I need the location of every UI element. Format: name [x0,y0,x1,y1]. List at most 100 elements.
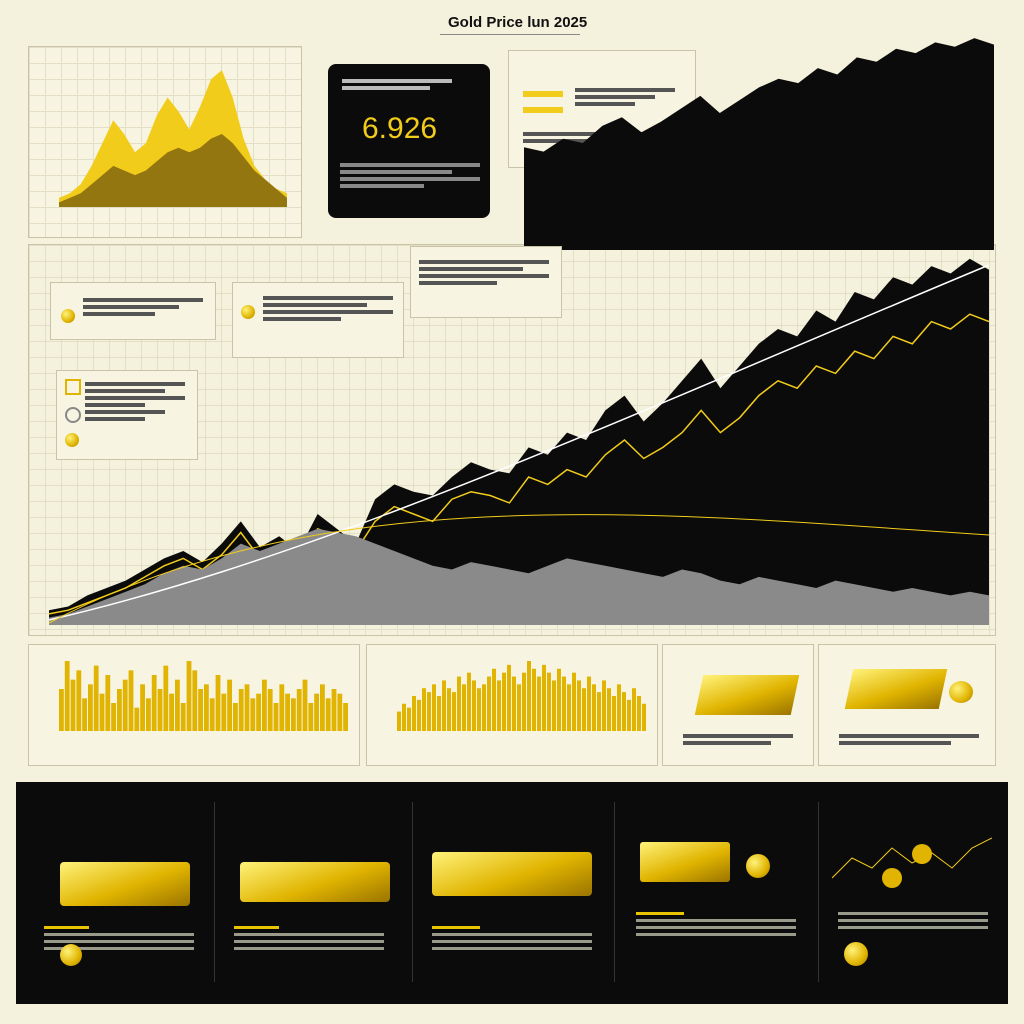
price-card-body-text [340,160,480,191]
bar-panel-mid [366,644,658,766]
dark-col-3-text [432,922,592,954]
bar-left-bar [186,661,192,731]
bar-left-bar [273,703,279,731]
bar-mid-bar [427,692,431,731]
gold-bar-panel-1 [662,644,814,766]
bar-mid-bar [597,692,601,731]
gold-bar-panel-2-text [839,731,979,748]
bar-mid-bar [442,680,446,731]
mini-area-chart [59,70,287,207]
bar-left-bar [93,665,99,731]
bar-mid-bar [402,703,406,731]
bar-left-bar [134,707,140,731]
bar-left-bar [308,703,314,731]
bar-left-bar [256,693,261,731]
bar-left-bar [111,703,116,731]
bar-mid-bar [562,676,566,731]
price-card: 6.926 [328,64,490,218]
main-chart-peaks [524,38,994,250]
info-text [575,85,675,109]
bar-mid-bar [502,672,506,731]
trend-line-white [48,264,990,621]
divider [214,802,215,982]
bar-left-bar [157,689,163,731]
gold-coin-icon [61,309,75,323]
trend-line-gold [48,514,990,624]
bar-mid-bar [612,696,616,731]
bar-mid-bar [552,680,556,731]
price-value: 6.926 [362,112,438,145]
bar-mid-bar [452,692,456,731]
info-yellow-bar-2 [523,107,563,113]
bar-left-bar [105,675,111,731]
bar-left-bar [320,684,325,731]
bar-left-bar [343,703,348,731]
bar-mid-bar [602,680,606,731]
bar-left-bar [221,693,227,731]
bar-mid-bar [577,680,581,731]
side-card-2-text [85,379,185,424]
bar-left-bar [70,679,76,731]
bar-left-bar [262,679,267,731]
bar-mid-bar [557,668,561,731]
bar-left-bar [198,689,203,731]
bar-left-bar [209,698,215,731]
side-card-1-text [83,295,203,319]
bar-mid-bar [542,664,546,731]
bar-left-bar [128,670,134,731]
main-area-series-0 [49,258,989,625]
bar-mid-bar [592,684,596,731]
bar-mid-bar [642,703,646,731]
bar-mid-bar [397,711,401,731]
gold-coin-dark-2 [746,854,770,878]
bar-mid-bar [607,688,611,731]
bar-mid-bar [637,696,641,731]
bar-left-bar [140,684,145,731]
bar-left-bar [250,698,256,731]
bar-left-bar [163,665,169,731]
divider [818,802,819,982]
bar-mid-bar [407,707,411,731]
bar-mid-bar [472,680,476,731]
gold-coin-dark-1 [60,944,82,966]
bar-mid-bar [537,676,541,731]
side-card-2 [56,370,198,460]
bar-mid-bar [587,676,591,731]
bar-mid-bar [527,661,531,731]
gold-bar-illustration-2 [844,669,948,709]
bar-left-bar [169,693,174,731]
bar-left-bar [279,684,285,731]
title-rule [440,34,580,35]
bar-left-bar [291,698,296,731]
gold-coin-dark-3 [844,942,868,966]
mini-area-chart-panel [28,46,302,238]
bar-left-bar [82,698,87,731]
bar-left-bar [99,693,105,731]
dark-col-3 [418,782,608,1004]
bar-left-bar [285,693,290,731]
bar-mid-bar [632,688,636,731]
bar-mid-bar [512,676,516,731]
dark-col-5 [824,782,1004,1004]
clock-icon [65,407,81,423]
gold-bars-stack-1 [60,862,190,906]
dark-col-4-text [636,908,796,940]
bar-left-bar [296,689,302,731]
bar-left-bar [204,684,209,731]
bar-mid-bar [572,672,576,731]
bar-left-bar [117,689,122,731]
bar-mid-bar [462,684,466,731]
bar-left-bar [64,661,70,731]
bar-mid-bar [517,684,521,731]
bar-left-bar [337,693,343,731]
bar-left-bar [146,698,151,731]
bar-left-bar [331,689,337,731]
bar-mid-bar [467,672,471,731]
bar-mid-bar [482,684,486,731]
bar-left-bar [175,679,180,731]
dark-col-4 [622,782,812,1004]
info-yellow-bar-1 [523,91,563,97]
mini-area-series-1 [59,134,287,207]
bar-left-bar [59,689,64,731]
gold-bars-stack-2 [240,862,390,902]
